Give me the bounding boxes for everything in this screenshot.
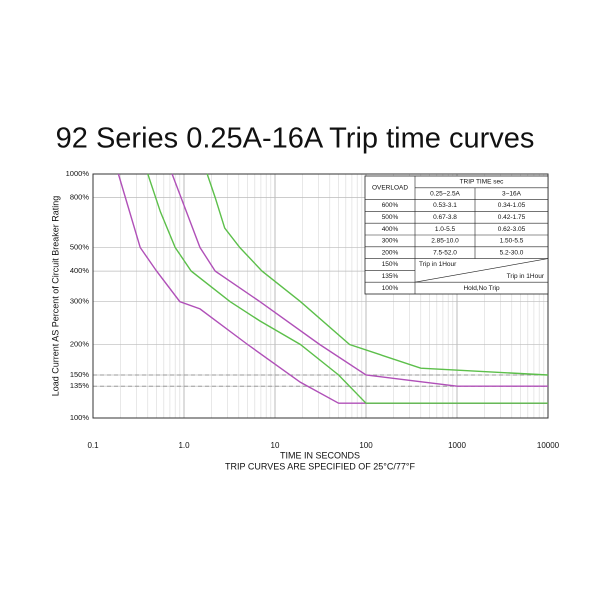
- table-text: 0.62-3.05: [498, 226, 526, 233]
- table-text: Trip in 1Hour: [507, 273, 545, 280]
- y-tick-label: 300%: [70, 297, 90, 306]
- table-text: 5.2-30.0: [500, 249, 524, 256]
- table-text: 135%: [382, 273, 399, 280]
- table-text: Trip in 1Hour: [419, 261, 457, 268]
- table-text: Hold,No Trip: [463, 285, 500, 292]
- trip-curve: [171, 173, 548, 387]
- table-text: 2.85-10.0: [431, 238, 459, 245]
- plot-frame: [92, 173, 549, 419]
- table-text: 100%: [382, 285, 399, 292]
- table-text: OVERLOAD: [372, 185, 408, 192]
- x-tick-label: 1000: [448, 441, 466, 450]
- table-text: TRIP TIME sec: [460, 179, 505, 186]
- trip-curve: [117, 173, 548, 404]
- table-text: 150%: [382, 261, 399, 268]
- x-tick-label: 10000: [537, 441, 560, 450]
- x-tick-label: 100: [359, 441, 373, 450]
- note: TRIP CURVES ARE SPECIFIED OF 25°C/77°F: [225, 461, 415, 471]
- table-text: 600%: [382, 202, 399, 209]
- x-tick-label: 1.0: [178, 441, 190, 450]
- table-text: 500%: [382, 214, 399, 221]
- y-tick-label: 135%: [70, 381, 90, 390]
- table-text: 3~16A: [502, 190, 522, 197]
- y-tick-label: 1000%: [66, 169, 90, 178]
- table-text: 0.34-1.05: [498, 202, 526, 209]
- table-text: 0.67-3.8: [433, 214, 457, 221]
- table-text: 200%: [382, 249, 399, 256]
- table-text: 7.5-52.0: [433, 249, 457, 256]
- x-tick-label: 10: [271, 441, 280, 450]
- table-text: 0.25~2.5A: [430, 190, 460, 197]
- y-tick-label: 800%: [70, 193, 90, 202]
- y-tick-label: 200%: [70, 340, 90, 349]
- table-text: 0.42-1.75: [498, 214, 526, 221]
- y-tick-label: 100%: [70, 413, 90, 422]
- table-line: [414, 258, 549, 283]
- table-text: 1.50-5.5: [500, 238, 524, 245]
- y-tick-label: 400%: [70, 266, 90, 275]
- chart-title: 92 Series 0.25A-16A Trip time curves: [56, 123, 535, 155]
- x-axis-label: TIME IN SECONDS: [280, 450, 360, 460]
- table-text: 0.53-3.1: [433, 202, 457, 209]
- y-axis-label: Load Current AS Percent of Circuit Break…: [50, 196, 60, 397]
- y-tick-label: 150%: [70, 370, 90, 379]
- x-tick-label: 0.1: [87, 441, 99, 450]
- y-tick-label: 500%: [70, 242, 90, 251]
- table-text: 400%: [382, 226, 399, 233]
- trip-curve: [206, 173, 549, 376]
- trip-curve: [147, 173, 548, 404]
- table-text: 300%: [382, 238, 399, 245]
- table-text: 1.0-5.5: [435, 226, 456, 233]
